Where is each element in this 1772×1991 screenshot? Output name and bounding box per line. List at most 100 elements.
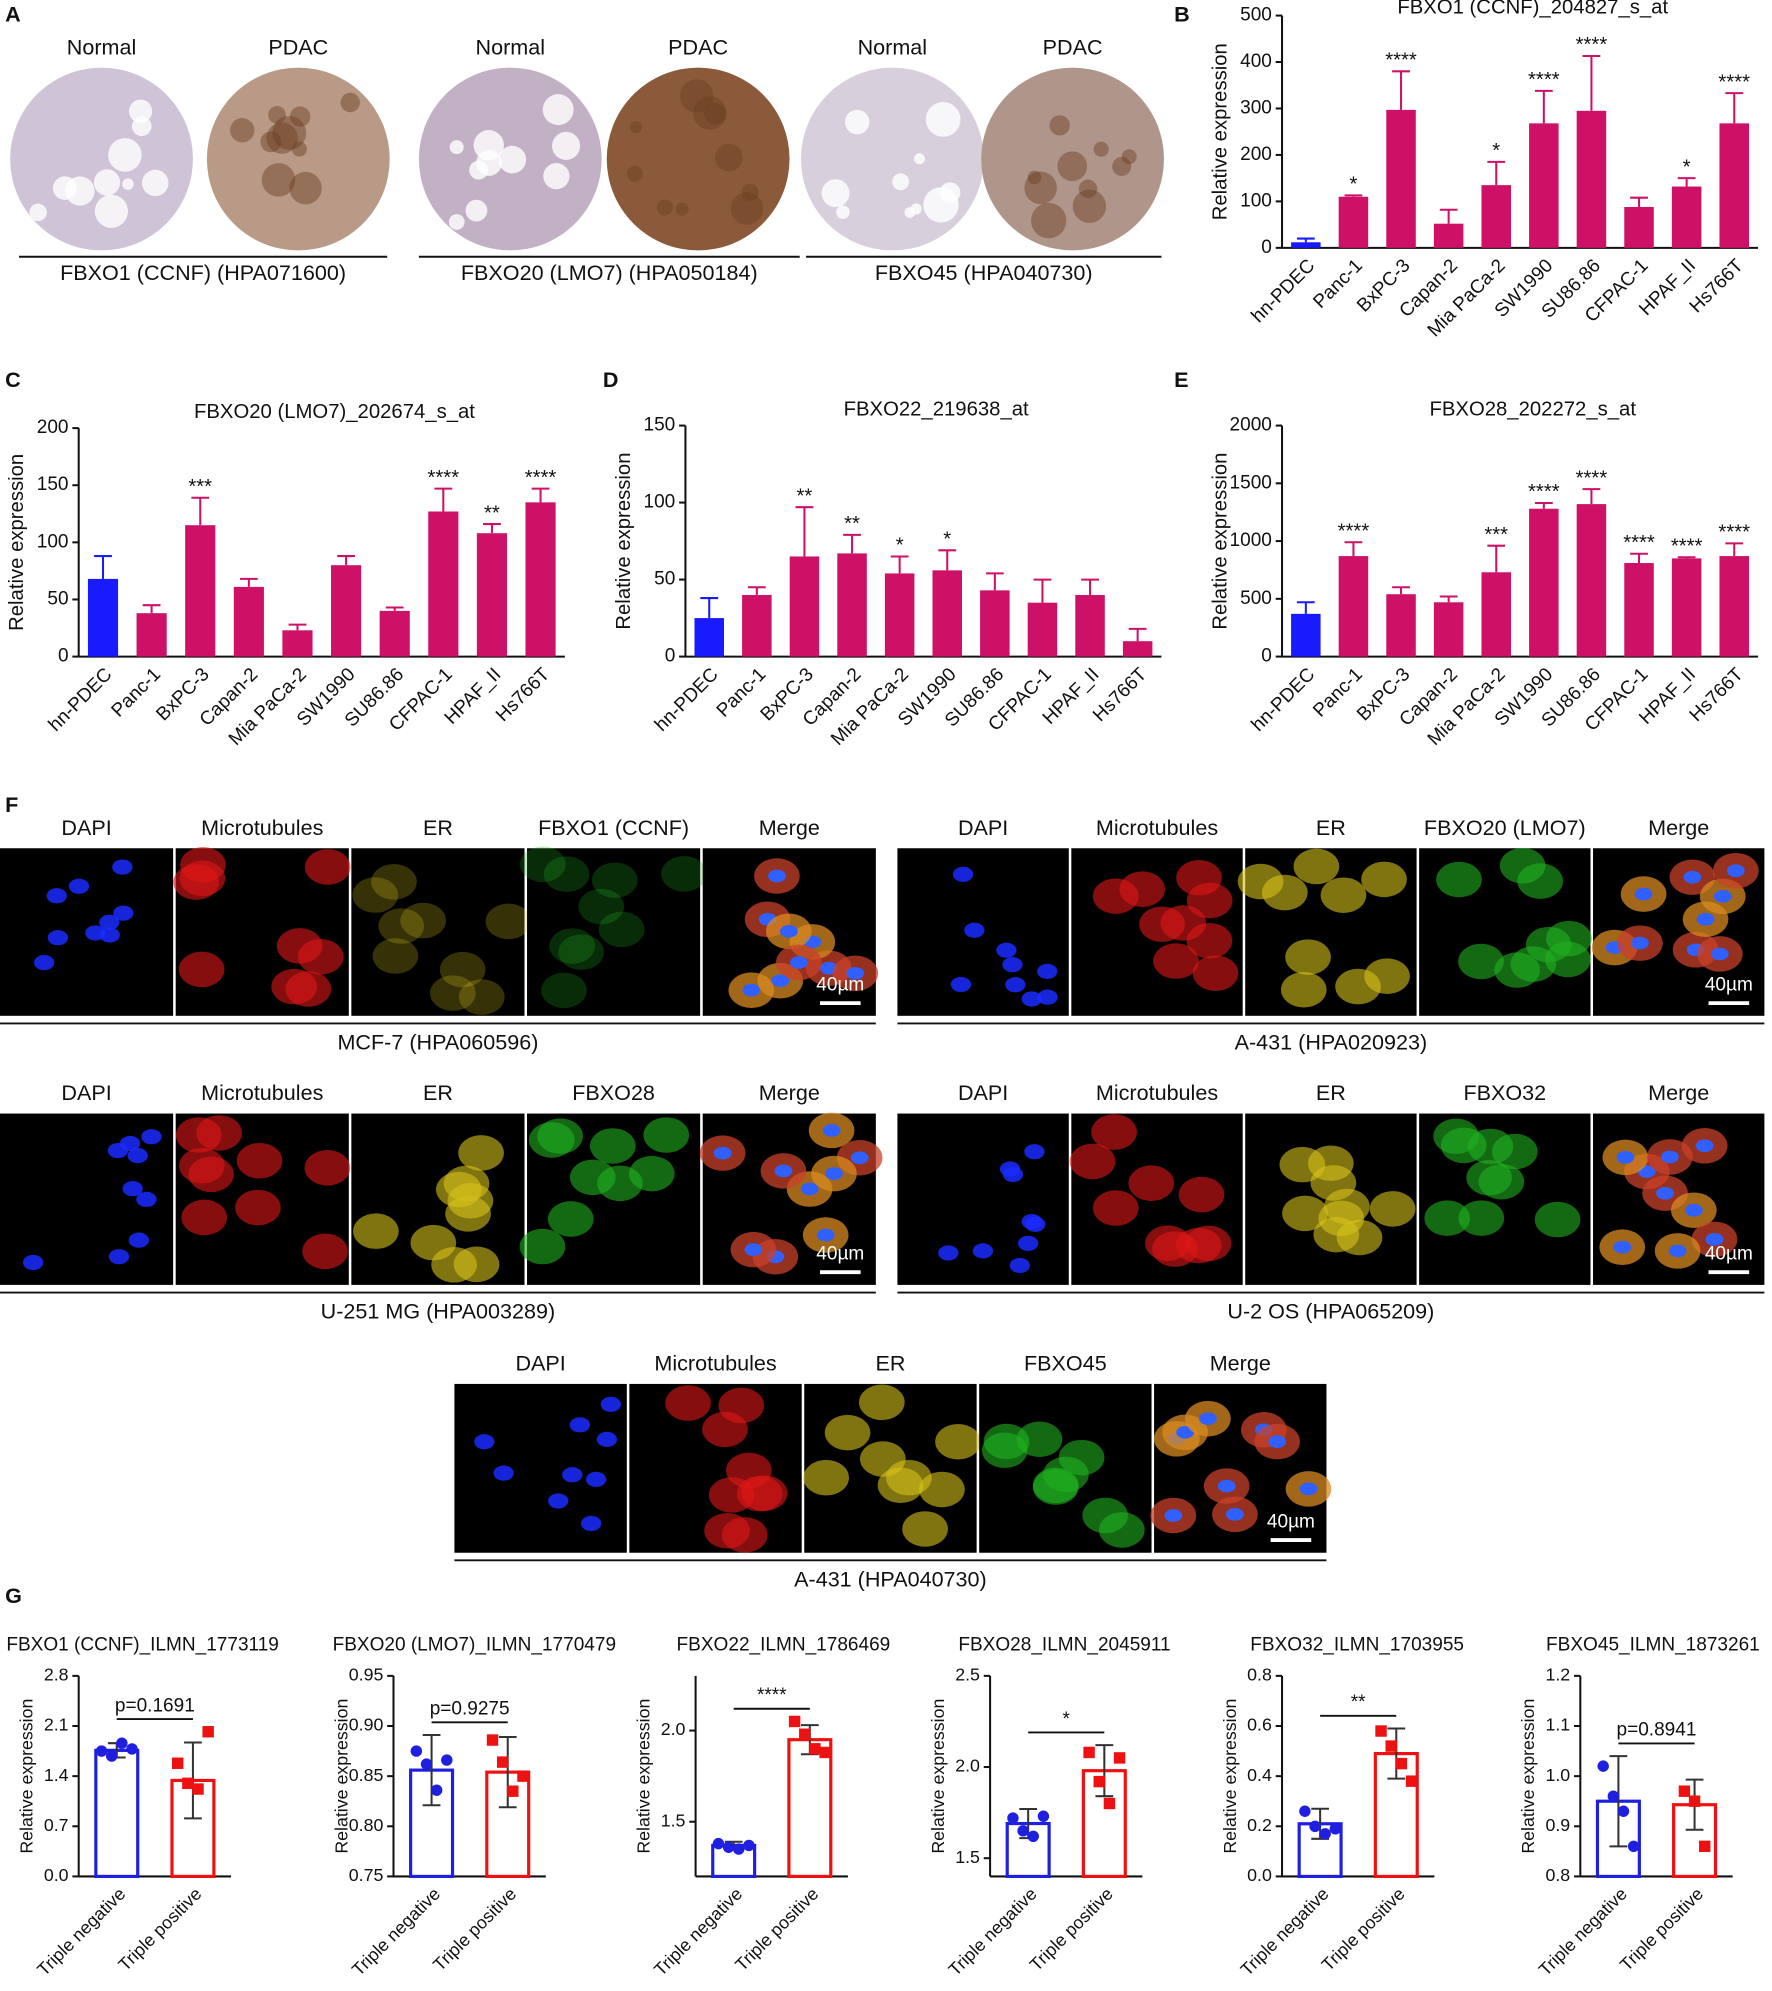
significance: **** (1338, 520, 1370, 542)
panel-letter: G (5, 1583, 22, 1608)
data-point (733, 1843, 745, 1855)
bar (884, 573, 915, 657)
bar (94, 1748, 140, 1879)
significance: p=0.1691 (115, 1695, 195, 1716)
nucleus (1268, 1435, 1287, 1448)
panel-letter: C (5, 367, 21, 392)
y-tick-label: 1.5 (661, 1810, 686, 1830)
tissue-texture (730, 192, 764, 225)
channel-label: Microtubules (1096, 815, 1218, 840)
cell (569, 1159, 616, 1196)
caption: A-431 (HPA020923) (1235, 1029, 1428, 1054)
tissue-texture (892, 173, 910, 191)
nucleus (47, 930, 69, 946)
y-tick-label: 1000 (1230, 530, 1272, 551)
y-tick-label: 0 (665, 646, 676, 667)
cell (1092, 1190, 1139, 1226)
caption: FBXO45 (HPA040730) (875, 260, 1093, 285)
tissue-core (981, 67, 1164, 251)
cell (702, 1411, 748, 1448)
nucleus (99, 914, 120, 930)
nucleus (113, 905, 134, 921)
data-point (1007, 1812, 1019, 1824)
y-tick-label: 0.80 (349, 1815, 384, 1835)
cell (1424, 1200, 1471, 1236)
y-tick-label: 500 (1240, 588, 1272, 609)
chart-title: FBXO22_219638_at (844, 399, 1029, 421)
tissue-texture (122, 178, 134, 190)
cell (1069, 1143, 1116, 1180)
y-tick-label: 500 (1240, 5, 1272, 26)
cell (372, 938, 419, 974)
scale-bar-label: 40µm (816, 1243, 864, 1264)
tissue-texture (675, 202, 689, 216)
bar (1576, 504, 1607, 657)
data-point (1688, 1795, 1701, 1807)
significance: * (943, 529, 951, 551)
x-tick-label: hn-PDEC (1248, 255, 1320, 327)
channel-label: FBXO20 (LMO7) (1424, 815, 1586, 840)
channel-label: DAPI (958, 815, 1008, 840)
bar (787, 1738, 833, 1879)
nucleus (1631, 936, 1649, 950)
nucleus (744, 1243, 763, 1256)
bar (428, 511, 459, 657)
nucleus (972, 1243, 994, 1259)
caption: U-2 OS (HPA065209) (1227, 1299, 1434, 1324)
nucleus (141, 1129, 162, 1145)
cell (371, 864, 417, 900)
significance: p=0.9275 (430, 1699, 510, 1720)
data-point (1027, 1830, 1039, 1843)
tissue-label: PDAC (1043, 34, 1103, 59)
bar (1671, 558, 1702, 657)
channel-label: Merge (1210, 1351, 1271, 1376)
nucleus (1009, 1257, 1030, 1274)
nucleus (825, 1167, 843, 1180)
significance: **** (1718, 71, 1750, 93)
tissue-texture (680, 79, 714, 113)
cell (537, 1118, 584, 1154)
cell (1458, 1200, 1505, 1236)
significance: **** (1718, 522, 1750, 544)
chart-title: FBXO1 (CCNF)_ILMN_1773119 (6, 1634, 279, 1655)
bar (476, 533, 508, 657)
significance: *** (188, 476, 212, 498)
cell (1261, 874, 1308, 911)
cell (721, 1517, 768, 1553)
caption: FBXO20 (LMO7) (HPA050184) (461, 260, 758, 285)
significance: *** (1484, 524, 1508, 546)
cell (1016, 1421, 1063, 1458)
channel-label: Microtubules (654, 1351, 776, 1376)
cell (824, 1414, 871, 1451)
bar (1386, 594, 1416, 657)
cell (236, 1142, 283, 1179)
chart-title: FBXO22_ILMN_1786469 (677, 1634, 891, 1655)
y-tick-label: 2.0 (955, 1756, 980, 1776)
x-tick-label: Hs766T (1089, 664, 1151, 726)
nucleus (713, 1146, 732, 1160)
cell (1186, 882, 1233, 919)
chart-title: FBXO1 (CCNF)_204827_s_at (1397, 0, 1668, 18)
nucleus (136, 1191, 157, 1207)
cell (1458, 943, 1504, 980)
nucleus (768, 869, 786, 883)
data-point (1329, 1823, 1342, 1835)
tissue-texture (552, 131, 581, 160)
bar (1338, 556, 1369, 657)
channel-label: FBXO32 (1463, 1080, 1546, 1105)
data-point (1699, 1840, 1711, 1853)
nucleus (1705, 1232, 1724, 1246)
cell (235, 1189, 281, 1226)
nucleus (1037, 963, 1058, 979)
nucleus (562, 1467, 583, 1483)
data-point (1405, 1775, 1418, 1787)
channel-label: DAPI (61, 1080, 111, 1105)
significance: **** (757, 1685, 787, 1706)
channel-label: Merge (1648, 1080, 1709, 1105)
nucleus (107, 1142, 129, 1159)
cell (1185, 1225, 1232, 1262)
significance: **** (1385, 50, 1417, 72)
cell (453, 1246, 500, 1283)
tissue-texture (714, 143, 743, 172)
y-axis-label: Relative expression (17, 1699, 37, 1854)
